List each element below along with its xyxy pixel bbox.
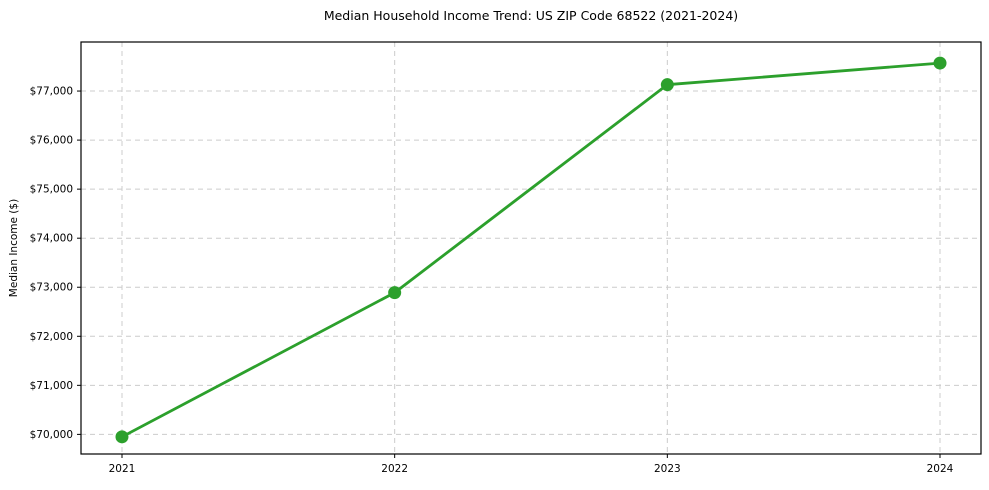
y-tick-label: $74,000: [30, 233, 73, 245]
data-point-2022: [388, 286, 402, 300]
data-line: [120, 61, 942, 439]
data-point-2024: [933, 56, 947, 70]
y-tick-label: $70,000: [30, 429, 73, 441]
data-point-2023: [660, 78, 674, 92]
x-tick-label: 2023: [654, 463, 681, 475]
x-tick-label: 2021: [109, 463, 136, 475]
y-tick-label: $73,000: [30, 282, 73, 294]
y-tick-label: $72,000: [30, 331, 73, 343]
x-tick-label: 2024: [927, 463, 954, 475]
x-tick-label: 2022: [381, 463, 408, 475]
y-tick-label: $76,000: [30, 135, 73, 147]
plot-border: [80, 41, 982, 455]
y-tick-label: $75,000: [30, 184, 73, 196]
y-tick-label: $71,000: [30, 380, 73, 392]
y-tick-label: $77,000: [30, 86, 73, 98]
chart-title: Median Household Income Trend: US ZIP Co…: [323, 8, 739, 23]
data-point-2021: [115, 430, 129, 444]
